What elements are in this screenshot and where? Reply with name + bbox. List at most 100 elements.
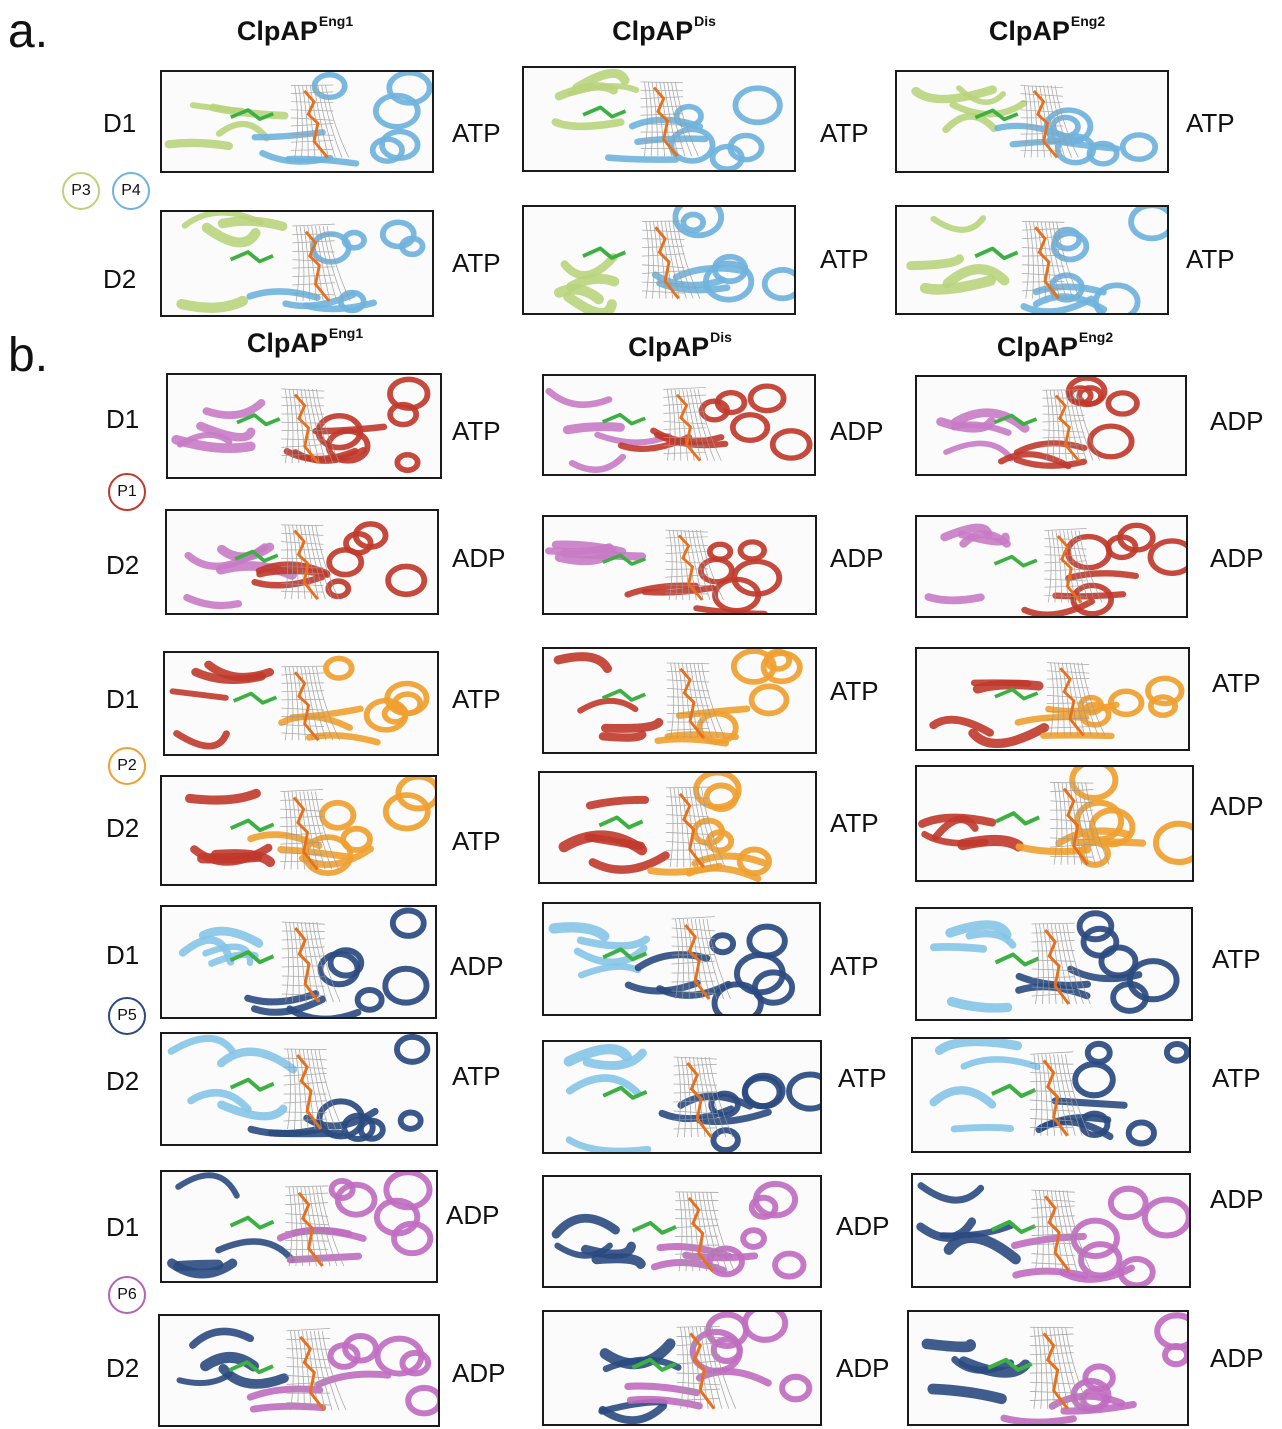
subunit-badge-p6: P6 — [108, 1276, 146, 1314]
subunit-badge-p5: P5 — [108, 997, 146, 1035]
structure-image — [907, 1310, 1189, 1426]
protein-ribbon-graphic — [176, 1327, 438, 1417]
structure-image — [915, 907, 1193, 1021]
nucleotide-label: ATP — [1186, 244, 1235, 274]
structure-image — [915, 647, 1190, 751]
protein-ribbon-graphic — [551, 68, 783, 170]
protein-ribbon-graphic — [563, 1044, 820, 1152]
structure-image — [160, 210, 434, 317]
protein-ribbon-graphic — [171, 376, 431, 474]
panel-b-row-label-d1: D1 — [106, 940, 140, 970]
nucleotide-label: ATP — [452, 826, 501, 856]
nucleotide-label: ADP — [452, 543, 506, 573]
structure-image — [165, 509, 439, 615]
nucleotide-label: ATP — [452, 416, 501, 446]
nucleotide-label: ATP — [1186, 108, 1235, 138]
nucleotide-label: ATP — [452, 248, 501, 278]
nucleotide-label: ATP — [838, 1063, 887, 1093]
structure-image — [522, 205, 796, 315]
nucleotide-label: ADP — [1210, 1343, 1264, 1373]
panel-a-letter: a. — [8, 5, 49, 58]
panel-b-letter: b. — [8, 329, 49, 382]
structure-image — [915, 765, 1194, 882]
structure-image — [522, 66, 796, 172]
protein-ribbon-graphic — [176, 212, 426, 314]
nucleotide-label: ADP — [1210, 1184, 1264, 1214]
panel-b-row-label-d1: D1 — [106, 1212, 140, 1242]
protein-ribbon-graphic — [929, 662, 1185, 748]
nucleotide-label: ATP — [452, 684, 501, 714]
protein-ribbon-graphic — [924, 522, 1186, 616]
subunit-badge-p4: P4 — [112, 172, 150, 210]
panel-b-row-label-d2: D2 — [106, 1066, 140, 1096]
nucleotide-label: ADP — [1210, 406, 1264, 436]
nucleotide-label: ADP — [836, 1211, 890, 1241]
protein-ribbon-graphic — [930, 910, 1180, 1014]
structure-image — [542, 902, 821, 1016]
structure-image — [538, 771, 817, 884]
protein-ribbon-graphic — [906, 207, 1167, 313]
protein-ribbon-graphic — [553, 207, 794, 313]
structure-image — [895, 70, 1169, 173]
panel-b-row-label-d2: D2 — [106, 550, 140, 580]
nucleotide-label: ADP — [1210, 791, 1264, 821]
panel-a-column-header-eng1: ClpAPEng1 — [236, 13, 354, 46]
panel-b-row-label-d2: D2 — [106, 813, 140, 843]
structure-image — [895, 205, 1169, 315]
structure-image — [911, 1173, 1191, 1288]
nucleotide-label: ADP — [446, 1200, 500, 1230]
structure-image — [915, 515, 1188, 618]
structure-image — [160, 775, 437, 886]
nucleotide-label: ATP — [452, 118, 501, 148]
nucleotide-label: ATP — [830, 676, 879, 706]
panel-a-row-label-d2: D2 — [103, 264, 137, 294]
protein-ribbon-graphic — [921, 1312, 1187, 1424]
structure-image — [542, 647, 817, 754]
protein-ribbon-graphic — [911, 85, 1159, 167]
structure-image — [542, 1175, 822, 1288]
nucleotide-label: ATP — [830, 808, 879, 838]
structure-image — [166, 373, 442, 479]
nucleotide-label: ATP — [1212, 1063, 1261, 1093]
panel-b-column-header-eng2: ClpAPEng2 — [996, 329, 1114, 362]
panel-a-column-header-dis: ClpAPDis — [612, 13, 716, 46]
nucleotide-label: ATP — [820, 118, 869, 148]
structure-image — [160, 1170, 438, 1283]
nucleotide-label: ATP — [1212, 668, 1261, 698]
structure-image — [915, 375, 1187, 476]
structure-image — [542, 374, 816, 476]
structure-image — [542, 1040, 822, 1154]
protein-ribbon-graphic — [545, 383, 813, 473]
panel-b-column-header-eng1: ClpAPEng1 — [246, 325, 364, 358]
structure-image — [542, 1310, 822, 1426]
subunit-badge-p3: P3 — [62, 172, 100, 210]
panel-b-row-label-d2: D2 — [106, 1353, 140, 1383]
protein-ribbon-graphic — [558, 773, 772, 882]
structure-image — [160, 1032, 438, 1146]
protein-ribbon-graphic — [167, 1034, 431, 1143]
nucleotide-label: ATP — [452, 1061, 501, 1091]
protein-ribbon-graphic — [169, 655, 430, 750]
protein-ribbon-graphic — [178, 907, 430, 1017]
structure-image — [911, 1037, 1191, 1153]
nucleotide-label: ADP — [830, 416, 884, 446]
nucleotide-label: ATP — [830, 951, 879, 981]
protein-ribbon-graphic — [918, 767, 1192, 868]
nucleotide-label: ADP — [830, 543, 884, 573]
protein-ribbon-graphic — [164, 72, 432, 167]
subunit-badge-p1: P1 — [108, 473, 146, 511]
nucleotide-label: ADP — [836, 1353, 890, 1383]
subunit-badge-p2: P2 — [108, 747, 146, 785]
panel-b-row-label-d1: D1 — [106, 404, 140, 434]
protein-ribbon-graphic — [551, 1180, 807, 1280]
protein-ribbon-graphic — [929, 1039, 1189, 1147]
structure-image — [160, 905, 437, 1019]
panel-b-row-label-d1: D1 — [106, 684, 140, 714]
nucleotide-label: ATP — [1212, 944, 1261, 974]
protein-ribbon-graphic — [916, 1182, 1189, 1286]
protein-ribbon-graphic — [545, 529, 783, 613]
structure-image — [158, 1314, 440, 1427]
protein-ribbon-graphic — [936, 377, 1140, 470]
nucleotide-label: ADP — [452, 1358, 506, 1388]
nucleotide-label: ADP — [450, 951, 504, 981]
